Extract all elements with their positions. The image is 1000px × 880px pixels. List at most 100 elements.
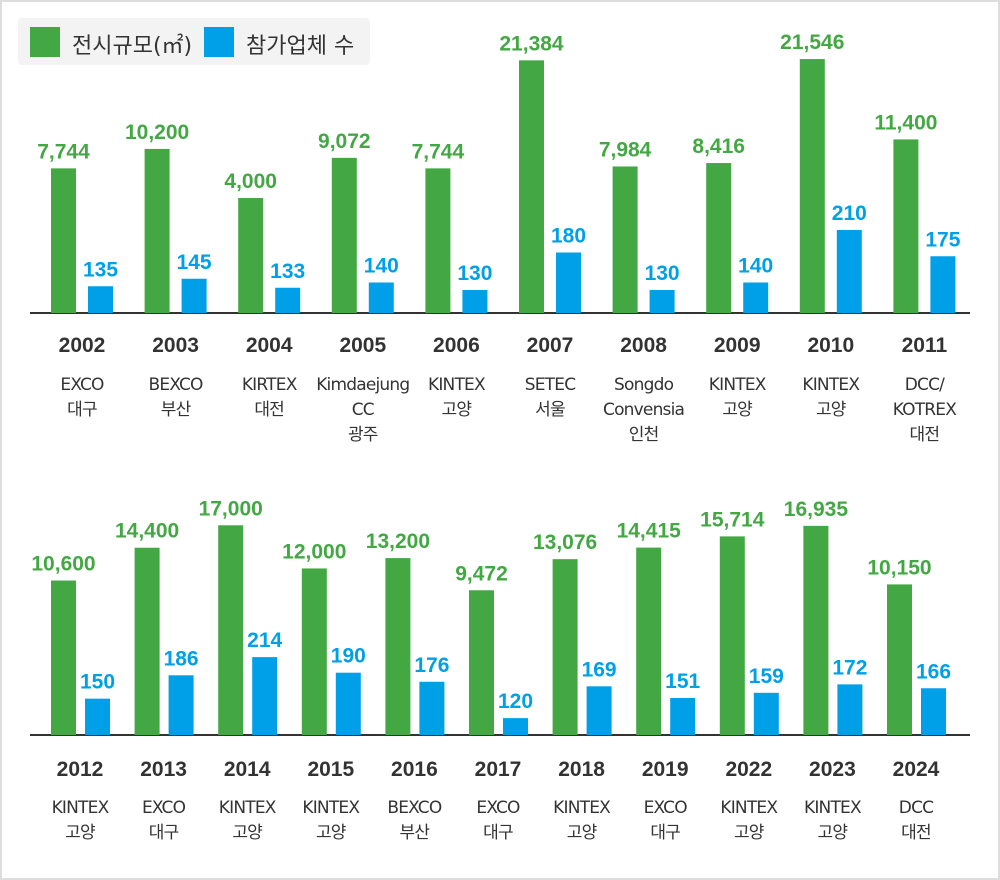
data-label-exhibitors: 133 — [270, 260, 305, 283]
legend-swatch-exhibitors — [204, 27, 234, 57]
bar-area — [331, 157, 357, 313]
venue-label: Kimdaejung — [316, 375, 409, 395]
data-label-area: 9,472 — [455, 562, 508, 585]
year-label: 2010 — [807, 334, 854, 357]
bar-area — [706, 163, 732, 313]
venue-label: 대구 — [67, 400, 97, 420]
venue-label: 고양 — [818, 823, 848, 843]
bar-area — [552, 559, 578, 735]
year-label: 2016 — [391, 758, 438, 781]
data-label-exhibitors: 130 — [457, 262, 492, 285]
data-label-area: 11,400 — [874, 111, 937, 134]
venue-label: EXCO — [644, 798, 688, 818]
venue-label: DCC/ — [905, 375, 945, 395]
bar-area — [134, 547, 160, 735]
venue-label: 대전 — [254, 400, 284, 420]
data-label-area: 13,076 — [533, 531, 597, 554]
data-label-exhibitors: 140 — [738, 255, 773, 278]
bar-exhibitors — [556, 252, 581, 313]
bar-exhibitors — [921, 688, 946, 735]
data-label-exhibitors: 130 — [645, 262, 680, 285]
data-label-exhibitors: 135 — [83, 258, 118, 281]
year-label: 2004 — [246, 334, 293, 357]
data-label-area: 15,714 — [700, 508, 765, 531]
data-label-area: 16,935 — [784, 498, 849, 521]
data-label-area: 13,200 — [366, 530, 430, 553]
bar-exhibitors — [168, 675, 194, 735]
venue-label: 광주 — [348, 425, 378, 445]
data-label-exhibitors: 151 — [665, 670, 700, 693]
venue-label: Convensia — [603, 400, 684, 420]
year-label: 2012 — [57, 758, 104, 781]
bar-area — [887, 584, 912, 735]
venue-label: 대구 — [650, 823, 680, 843]
bar-exhibitors — [836, 230, 862, 313]
venue-label: 대전 — [901, 823, 931, 843]
venue-label: 대구 — [149, 823, 179, 843]
bar-area — [612, 166, 638, 313]
venue-label: 고양 — [316, 823, 346, 843]
bar-exhibitors — [462, 290, 488, 313]
bar-exhibitors — [753, 692, 779, 735]
bar-area — [144, 148, 170, 313]
year-label: 2011 — [902, 334, 948, 357]
data-label-exhibitors: 120 — [498, 690, 533, 713]
year-label: 2009 — [714, 334, 761, 357]
year-label: 2007 — [527, 334, 574, 357]
venue-label: 고양 — [567, 823, 597, 843]
venue-label: 서울 — [535, 400, 565, 420]
bar-area — [238, 198, 264, 313]
data-label-area: 14,415 — [617, 520, 682, 543]
venue-label: 대구 — [483, 823, 513, 843]
legend-label-area: 전시규모(㎡) — [72, 34, 193, 59]
year-label: 2002 — [59, 334, 106, 357]
year-label: 2022 — [725, 758, 772, 781]
venue-label: 고양 — [442, 400, 472, 420]
year-label: 2015 — [307, 758, 354, 781]
data-label-exhibitors: 145 — [177, 251, 212, 274]
venue-label: KINTEX — [553, 798, 611, 818]
bar-exhibitors — [649, 290, 675, 313]
bar-exhibitors — [837, 684, 863, 735]
bar-exhibitors — [181, 278, 207, 313]
data-label-area: 10,150 — [867, 556, 931, 579]
bar-exhibitors — [743, 282, 769, 313]
data-label-area: 4,000 — [224, 170, 277, 193]
bar-area — [301, 568, 327, 735]
venue-label: KOTREX — [893, 400, 958, 420]
bar-exhibitors — [85, 698, 110, 735]
bar-exhibitors — [586, 686, 612, 735]
year-label: 2005 — [339, 334, 386, 357]
data-label-exhibitors: 166 — [916, 660, 951, 683]
data-label-area: 9,072 — [318, 130, 371, 153]
bar-area — [218, 525, 244, 735]
venue-label: 고양 — [65, 823, 95, 843]
bar-area — [519, 60, 544, 314]
data-label-exhibitors: 172 — [832, 656, 867, 679]
data-label-area: 21,546 — [780, 31, 844, 54]
venue-label: 부산 — [400, 823, 431, 843]
data-label-exhibitors: 180 — [551, 225, 586, 248]
data-label-exhibitors: 186 — [164, 647, 199, 670]
year-label: 2006 — [433, 334, 480, 357]
year-label: 2013 — [140, 758, 187, 781]
data-label-area: 14,400 — [115, 520, 179, 543]
data-label-exhibitors: 175 — [925, 228, 960, 251]
bar-area — [425, 168, 451, 313]
legend: 전시규모(㎡) 참가업체 수 — [18, 18, 370, 65]
venue-label: KINTEX — [709, 375, 767, 395]
year-label: 2008 — [620, 334, 667, 357]
venue-label: EXCO — [476, 798, 520, 818]
venue-label: KINTEX — [302, 798, 360, 818]
bar-exhibitors — [368, 282, 394, 313]
data-label-area: 10,600 — [31, 553, 95, 576]
data-label-exhibitors: 214 — [247, 629, 282, 652]
venue-label: 고양 — [232, 823, 262, 843]
data-label-area: 12,000 — [282, 540, 346, 563]
venue-label: 고양 — [816, 400, 846, 420]
bar-exhibitors — [930, 256, 956, 313]
year-label: 2014 — [224, 758, 271, 781]
bar-exhibitors — [252, 657, 278, 735]
